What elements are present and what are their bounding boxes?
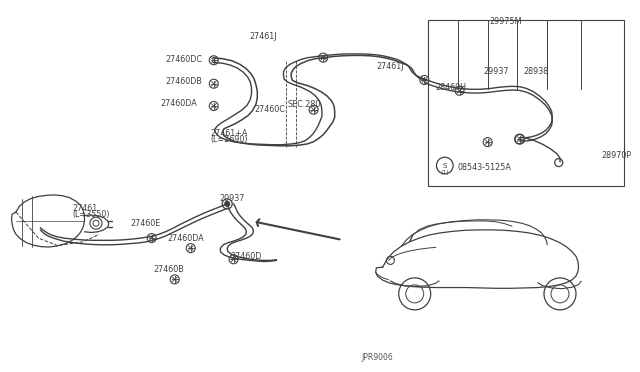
Circle shape [229,255,238,264]
Text: S: S [443,163,447,169]
Circle shape [209,56,218,65]
Text: 08543-5125A: 08543-5125A [458,163,511,172]
Circle shape [483,138,492,147]
Circle shape [517,137,522,142]
Text: 29937: 29937 [483,67,509,76]
Text: JPR9006: JPR9006 [362,353,394,362]
Circle shape [209,79,218,88]
Text: (L=2690): (L=2690) [210,135,248,144]
Text: 27460B: 27460B [154,265,184,274]
Circle shape [209,102,218,110]
Text: 28938: 28938 [524,67,549,76]
Circle shape [515,135,524,144]
Text: SEC.280: SEC.280 [288,100,321,109]
Text: 27460DC: 27460DC [165,55,202,64]
Bar [428,20,624,186]
Circle shape [319,53,328,62]
Circle shape [170,275,179,284]
Text: 27460DA: 27460DA [160,99,196,108]
Circle shape [186,244,195,253]
Text: 27460D: 27460D [230,252,262,261]
Text: 27461+A: 27461+A [210,129,247,138]
Text: 28460H: 28460H [435,83,466,92]
Text: 27460DB: 27460DB [165,77,202,86]
Text: 27460C: 27460C [255,105,285,114]
Circle shape [147,234,156,243]
Text: 20937: 20937 [220,194,245,203]
Text: 27461: 27461 [72,204,97,213]
Text: 27460E: 27460E [130,219,160,228]
Text: 27461J: 27461J [250,32,277,41]
Text: 27460DA: 27460DA [168,234,204,243]
Circle shape [420,76,429,84]
Text: 27461J: 27461J [376,62,404,71]
Circle shape [225,201,230,206]
Circle shape [455,86,464,95]
Text: 29975M: 29975M [490,17,522,26]
Circle shape [309,105,318,114]
Text: (L=3550): (L=3550) [72,210,110,219]
Text: (1): (1) [440,170,449,176]
Text: 28970P: 28970P [602,151,632,160]
